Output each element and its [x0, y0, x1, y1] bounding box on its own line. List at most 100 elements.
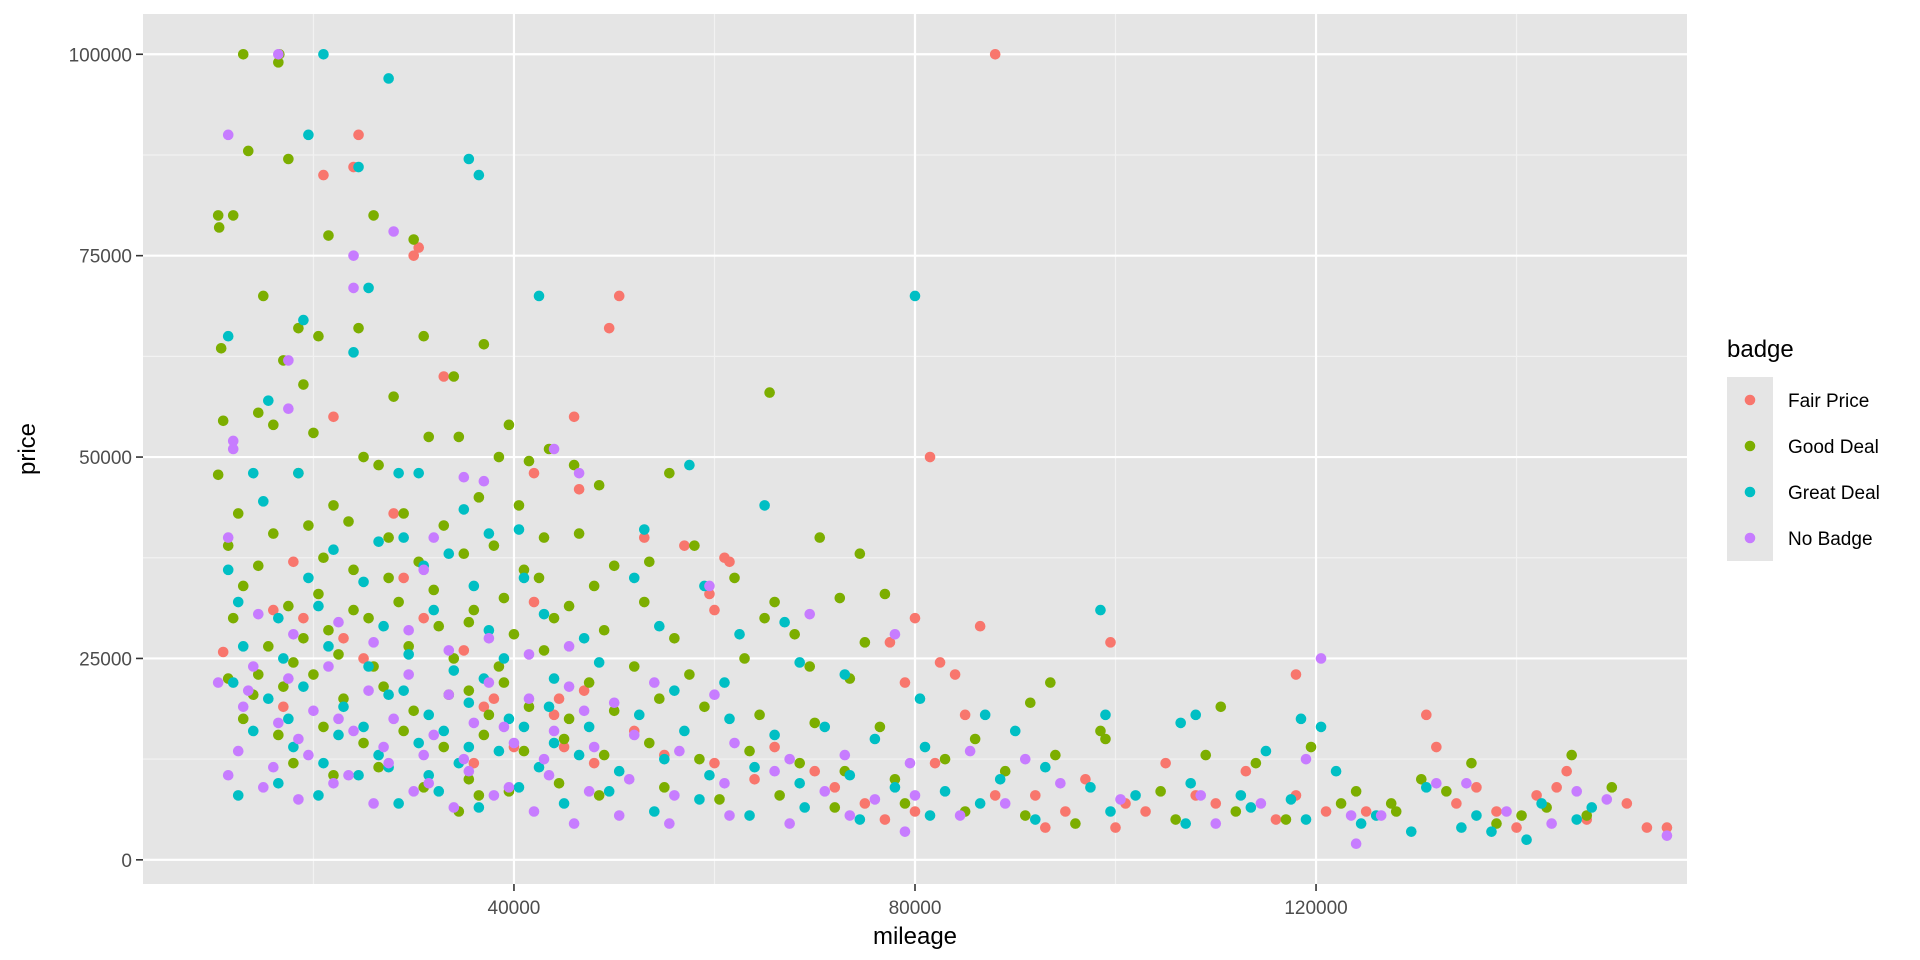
data-point	[393, 596, 404, 608]
data-point	[518, 745, 530, 757]
data-point	[1100, 733, 1111, 745]
data-point	[974, 620, 986, 632]
data-point	[433, 620, 445, 632]
data-point	[423, 769, 435, 781]
data-point	[794, 757, 806, 769]
data-point	[463, 741, 475, 753]
data-point	[1661, 830, 1673, 841]
data-point	[313, 790, 324, 801]
data-point	[373, 749, 384, 761]
data-point	[784, 818, 795, 829]
legend-label: No Badge	[1788, 529, 1873, 550]
series-fair-price	[217, 48, 1673, 833]
data-point	[438, 741, 450, 753]
data-point	[644, 556, 655, 568]
data-point	[443, 689, 455, 700]
data-point	[669, 685, 680, 696]
data-point	[1240, 765, 1252, 777]
data-point	[237, 701, 249, 713]
data-point	[227, 677, 239, 688]
data-point	[468, 757, 480, 769]
data-point	[1200, 749, 1212, 761]
data-point	[303, 749, 314, 761]
data-point	[1040, 761, 1051, 773]
data-point	[1245, 802, 1257, 813]
data-point	[1641, 822, 1653, 833]
data-point	[408, 234, 420, 245]
data-point	[538, 532, 550, 543]
data-point	[969, 733, 981, 745]
data-point	[423, 431, 435, 443]
data-point	[759, 612, 770, 624]
data-point	[222, 129, 234, 141]
data-point	[754, 709, 765, 721]
data-point	[463, 697, 475, 709]
data-point	[423, 709, 435, 721]
data-point	[383, 757, 394, 769]
data-point	[348, 282, 359, 294]
data-point	[212, 210, 224, 221]
data-point	[804, 608, 816, 620]
y-tick-label: 25000	[79, 649, 132, 670]
data-point	[548, 612, 560, 624]
data-point	[859, 798, 871, 809]
data-point	[999, 765, 1011, 777]
data-point	[1416, 773, 1427, 785]
data-point	[1566, 749, 1578, 761]
legend-key	[1744, 394, 1756, 406]
data-point	[328, 500, 339, 511]
data-point	[483, 709, 495, 721]
data-point	[433, 786, 445, 797]
data-point	[568, 818, 580, 829]
data-point	[518, 572, 530, 584]
data-point	[608, 560, 620, 572]
data-point	[1551, 782, 1562, 793]
data-point	[448, 653, 460, 664]
data-point	[558, 741, 570, 753]
data-point	[1561, 765, 1572, 777]
data-point	[268, 528, 279, 539]
data-point	[699, 701, 710, 713]
data-point	[288, 628, 299, 640]
data-point	[1345, 810, 1357, 821]
x-tick-label: 40000	[488, 898, 541, 919]
data-point	[558, 798, 570, 809]
data-point	[719, 778, 730, 789]
data-point	[528, 467, 540, 479]
data-point	[1270, 814, 1282, 825]
data-point	[654, 693, 665, 705]
data-point	[283, 713, 294, 725]
data-point	[488, 540, 500, 551]
data-point	[1315, 653, 1327, 664]
legend-items: Fair Price Good Deal Great Deal No Badge	[1744, 391, 1880, 550]
data-point	[1571, 814, 1583, 825]
legend-item: Good Deal	[1744, 437, 1879, 458]
data-point	[1095, 604, 1106, 616]
data-point	[453, 431, 465, 443]
data-point	[989, 48, 1001, 60]
data-point	[358, 721, 369, 733]
data-point	[222, 330, 234, 342]
data-point	[1070, 818, 1081, 829]
data-point	[578, 685, 590, 696]
data-point	[879, 588, 891, 600]
data-point	[333, 649, 344, 660]
data-point	[463, 153, 475, 165]
data-point	[323, 230, 334, 241]
data-point	[1210, 818, 1222, 829]
data-point	[528, 596, 540, 608]
data-point	[1601, 794, 1613, 805]
data-point	[258, 496, 269, 507]
data-point	[679, 725, 690, 737]
data-point	[523, 693, 535, 705]
data-point	[318, 757, 329, 769]
data-point	[1130, 790, 1141, 801]
data-point	[448, 371, 460, 382]
data-point	[363, 661, 374, 672]
data-point	[729, 737, 740, 749]
data-point	[1170, 814, 1181, 825]
data-point	[1190, 709, 1202, 721]
data-point	[909, 612, 921, 624]
data-point	[508, 737, 520, 749]
data-point	[909, 806, 921, 817]
